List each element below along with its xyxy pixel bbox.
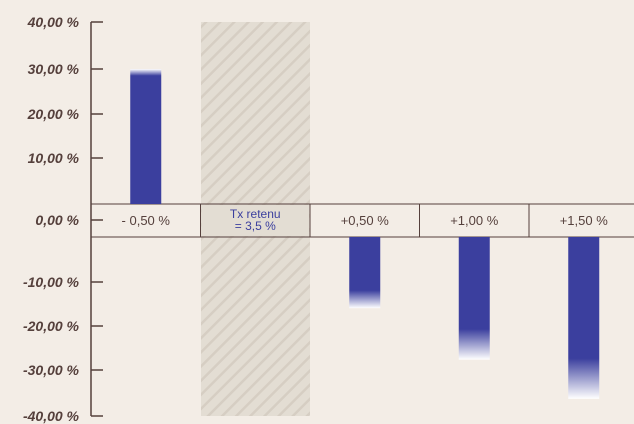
bar-3 <box>458 237 490 360</box>
y-tick-label: 10,00 % <box>28 150 80 166</box>
category-label-selected: Tx retenu <box>230 207 281 221</box>
category-label-selected: = 3,5 % <box>235 219 276 233</box>
bar-2 <box>349 237 381 309</box>
category-label: +0,50 % <box>341 213 390 228</box>
y-tick-label: -30,00 % <box>23 362 80 378</box>
category-label: +1,00 % <box>450 213 499 228</box>
highlight-cell <box>201 205 309 236</box>
y-tick-label: 20,00 % <box>27 106 80 122</box>
y-tick-label: -20,00 % <box>23 318 80 334</box>
bar-0 <box>130 69 162 205</box>
y-tick-label: -40,00 % <box>23 408 80 424</box>
y-tick-label: 30,00 % <box>28 61 80 77</box>
y-tick-label: -10,00 % <box>23 274 80 290</box>
bar-4 <box>568 237 600 399</box>
category-label: - 0,50 % <box>122 213 171 228</box>
category-label: +1,50 % <box>560 213 609 228</box>
y-tick-label: 40,00 % <box>27 14 80 30</box>
y-tick-label: 0,00 % <box>35 212 79 228</box>
